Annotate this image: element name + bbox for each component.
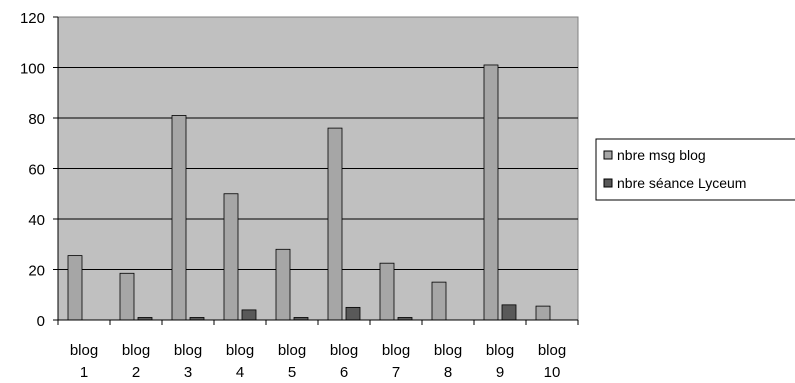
x-tick-label: blog [538, 342, 566, 359]
legend-box [595, 138, 795, 201]
x-tick-label: blog [330, 342, 358, 359]
bar-series-1-7 [379, 262, 395, 321]
bar-series-1-9 [483, 64, 499, 321]
bar-series-2-6 [345, 306, 361, 321]
y-tick-label: 120 [20, 10, 45, 27]
y-tick-label: 0 [37, 313, 45, 330]
x-tick-label: blog [122, 342, 150, 359]
bar-series-2-4 [241, 309, 257, 321]
x-tick-label: 7 [392, 364, 400, 381]
x-tick-label: blog [486, 342, 514, 359]
bar-series-1-6 [327, 127, 343, 321]
bar-series-1-3 [171, 115, 187, 321]
bar-series-2-9 [501, 304, 517, 321]
bar-series-1-5 [275, 248, 291, 321]
x-tick-label: 4 [236, 364, 244, 381]
y-tick-label: 40 [28, 212, 45, 229]
x-tick-label: 8 [444, 364, 452, 381]
x-tick-label: blog [382, 342, 410, 359]
bar-series-1-4 [223, 193, 239, 321]
x-tick-label: 10 [544, 364, 561, 381]
bar-series-1-8 [431, 281, 447, 321]
x-tick-label: blog [174, 342, 202, 359]
bar-series-1-1 [67, 255, 83, 321]
y-tick-labels: 0 20 40 60 80 100 120 [20, 10, 58, 330]
x-tick-label: 6 [340, 364, 348, 381]
x-tick-label: 1 [80, 364, 88, 381]
y-tick-label: 80 [28, 111, 45, 128]
legend-label-series-1: nbre msg blog [617, 147, 706, 163]
legend-label-series-2: nbre séance Lyceum [617, 175, 746, 191]
legend-swatch-series-2 [603, 178, 613, 188]
bar-series-1-2 [119, 272, 135, 321]
bars [67, 64, 551, 321]
legend-swatch-series-1 [603, 150, 613, 160]
x-tick-label: blog [70, 342, 98, 359]
x-tick-labels: blog 1 blog 2 blog 3 blog 4 blog 5 blog 6 blog 7 blog 8… [57, 320, 579, 381]
bar-series-1-10 [535, 305, 551, 321]
x-tick-label: 2 [132, 364, 140, 381]
y-tick-label: 60 [28, 162, 45, 179]
x-tick-label: 5 [288, 364, 296, 381]
x-tick-label: 3 [184, 364, 192, 381]
y-tick-label: 100 [20, 61, 45, 78]
legend: nbre msg blog nbre séance Lyceum [595, 138, 795, 201]
x-tick-label: blog [434, 342, 462, 359]
x-tick-label: blog [226, 342, 254, 359]
y-tick-label: 20 [28, 263, 45, 280]
x-tick-label: 9 [496, 364, 504, 381]
x-tick-label: blog [278, 342, 306, 359]
